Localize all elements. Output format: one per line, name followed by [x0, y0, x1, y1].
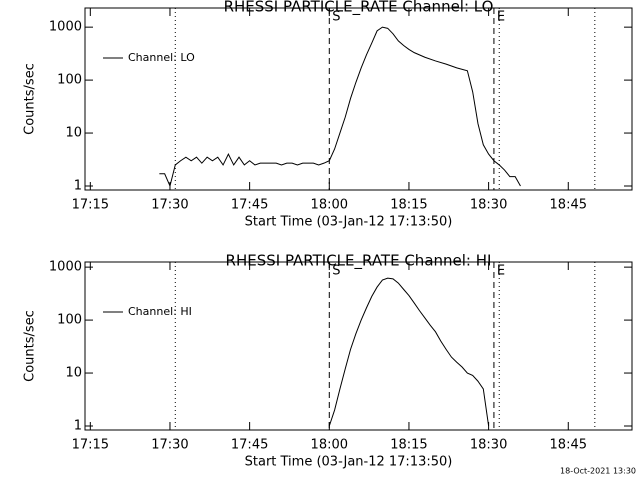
y-tick-label: 100 [57, 73, 82, 88]
y-axis-label: Counts/sec [23, 310, 38, 382]
x-tick-label: 18:15 [390, 438, 427, 453]
y-tick-label: 100 [57, 313, 82, 328]
data-line [328, 277, 490, 427]
x-axis-label: Start Time (03-Jan-12 17:13:50) [245, 215, 453, 230]
y-tick-label: 1 [74, 418, 82, 433]
x-tick-label: 18:15 [390, 198, 427, 213]
y-tick-label: 10 [65, 366, 82, 381]
chart-title: RHESSI PARTICLE_RATE Channel: LO [224, 0, 494, 17]
legend-label: Channel: HI [128, 305, 192, 318]
plot-frame [84, 7, 633, 191]
x-tick-label: 17:30 [151, 438, 188, 453]
plot-frame [84, 261, 633, 431]
chart-title: RHESSI PARTICLE_RATE Channel: HI [226, 252, 492, 271]
x-tick-label: 18:45 [550, 198, 587, 213]
x-tick-label: 17:15 [72, 198, 109, 213]
x-tick-label: 17:45 [231, 438, 268, 453]
x-tick-label: 18:00 [311, 198, 348, 213]
x-tick-label: 18:45 [550, 438, 587, 453]
y-tick-label: 1 [74, 178, 82, 193]
x-tick-label: 17:45 [231, 198, 268, 213]
marker-label: S [332, 10, 340, 25]
x-tick-label: 18:00 [311, 438, 348, 453]
y-tick-label: 1000 [49, 260, 82, 275]
x-tick-label: 17:30 [151, 198, 188, 213]
data-line [159, 26, 521, 188]
timestamp: 18-Oct-2021 13:30 [560, 467, 636, 476]
y-tick-label: 1000 [49, 20, 82, 35]
y-tick-label: 10 [65, 126, 82, 141]
marker-label: E [497, 264, 505, 279]
marker-label: S [332, 264, 340, 279]
x-tick-label: 18:30 [470, 198, 507, 213]
x-tick-label: 17:15 [72, 438, 109, 453]
x-tick-label: 18:30 [470, 438, 507, 453]
marker-label: E [497, 10, 505, 25]
x-axis-label: Start Time (03-Jan-12 17:13:50) [245, 455, 453, 470]
legend-label: Channel: LO [128, 51, 195, 64]
y-axis-label: Counts/sec [23, 63, 38, 135]
